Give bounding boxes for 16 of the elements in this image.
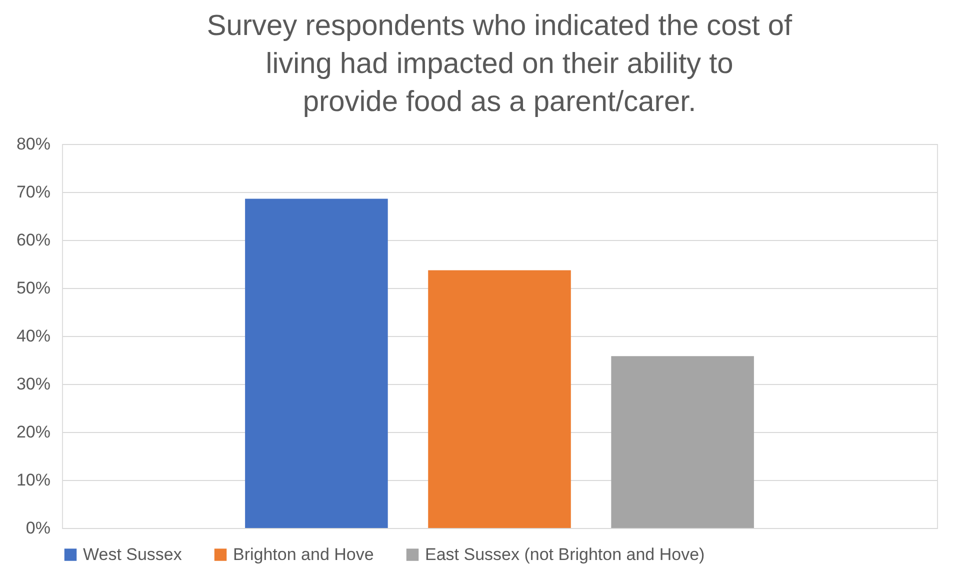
bar xyxy=(245,198,388,528)
legend-label: East Sussex (not Brighton and Hove) xyxy=(425,544,705,564)
chart-title: Survey respondents who indicated the cost of living had impacted on their ability to provide food as a parent/carer. xyxy=(206,10,794,118)
bar xyxy=(428,270,571,528)
y-tick-label: 60% xyxy=(16,230,50,250)
y-tick-label: 10% xyxy=(16,470,50,490)
y-tick-label: 0% xyxy=(26,518,50,538)
y-tick-label: 30% xyxy=(16,374,50,394)
y-tick-label: 40% xyxy=(16,326,50,346)
y-tick-label: 70% xyxy=(16,182,50,202)
y-tick-label: 20% xyxy=(16,422,50,442)
y-tick-label: 50% xyxy=(16,278,50,298)
legend-label: Brighton and Hove xyxy=(233,544,374,564)
y-tick-label: 80% xyxy=(16,134,50,154)
legend-label: West Sussex xyxy=(83,544,182,564)
bar xyxy=(611,356,754,528)
